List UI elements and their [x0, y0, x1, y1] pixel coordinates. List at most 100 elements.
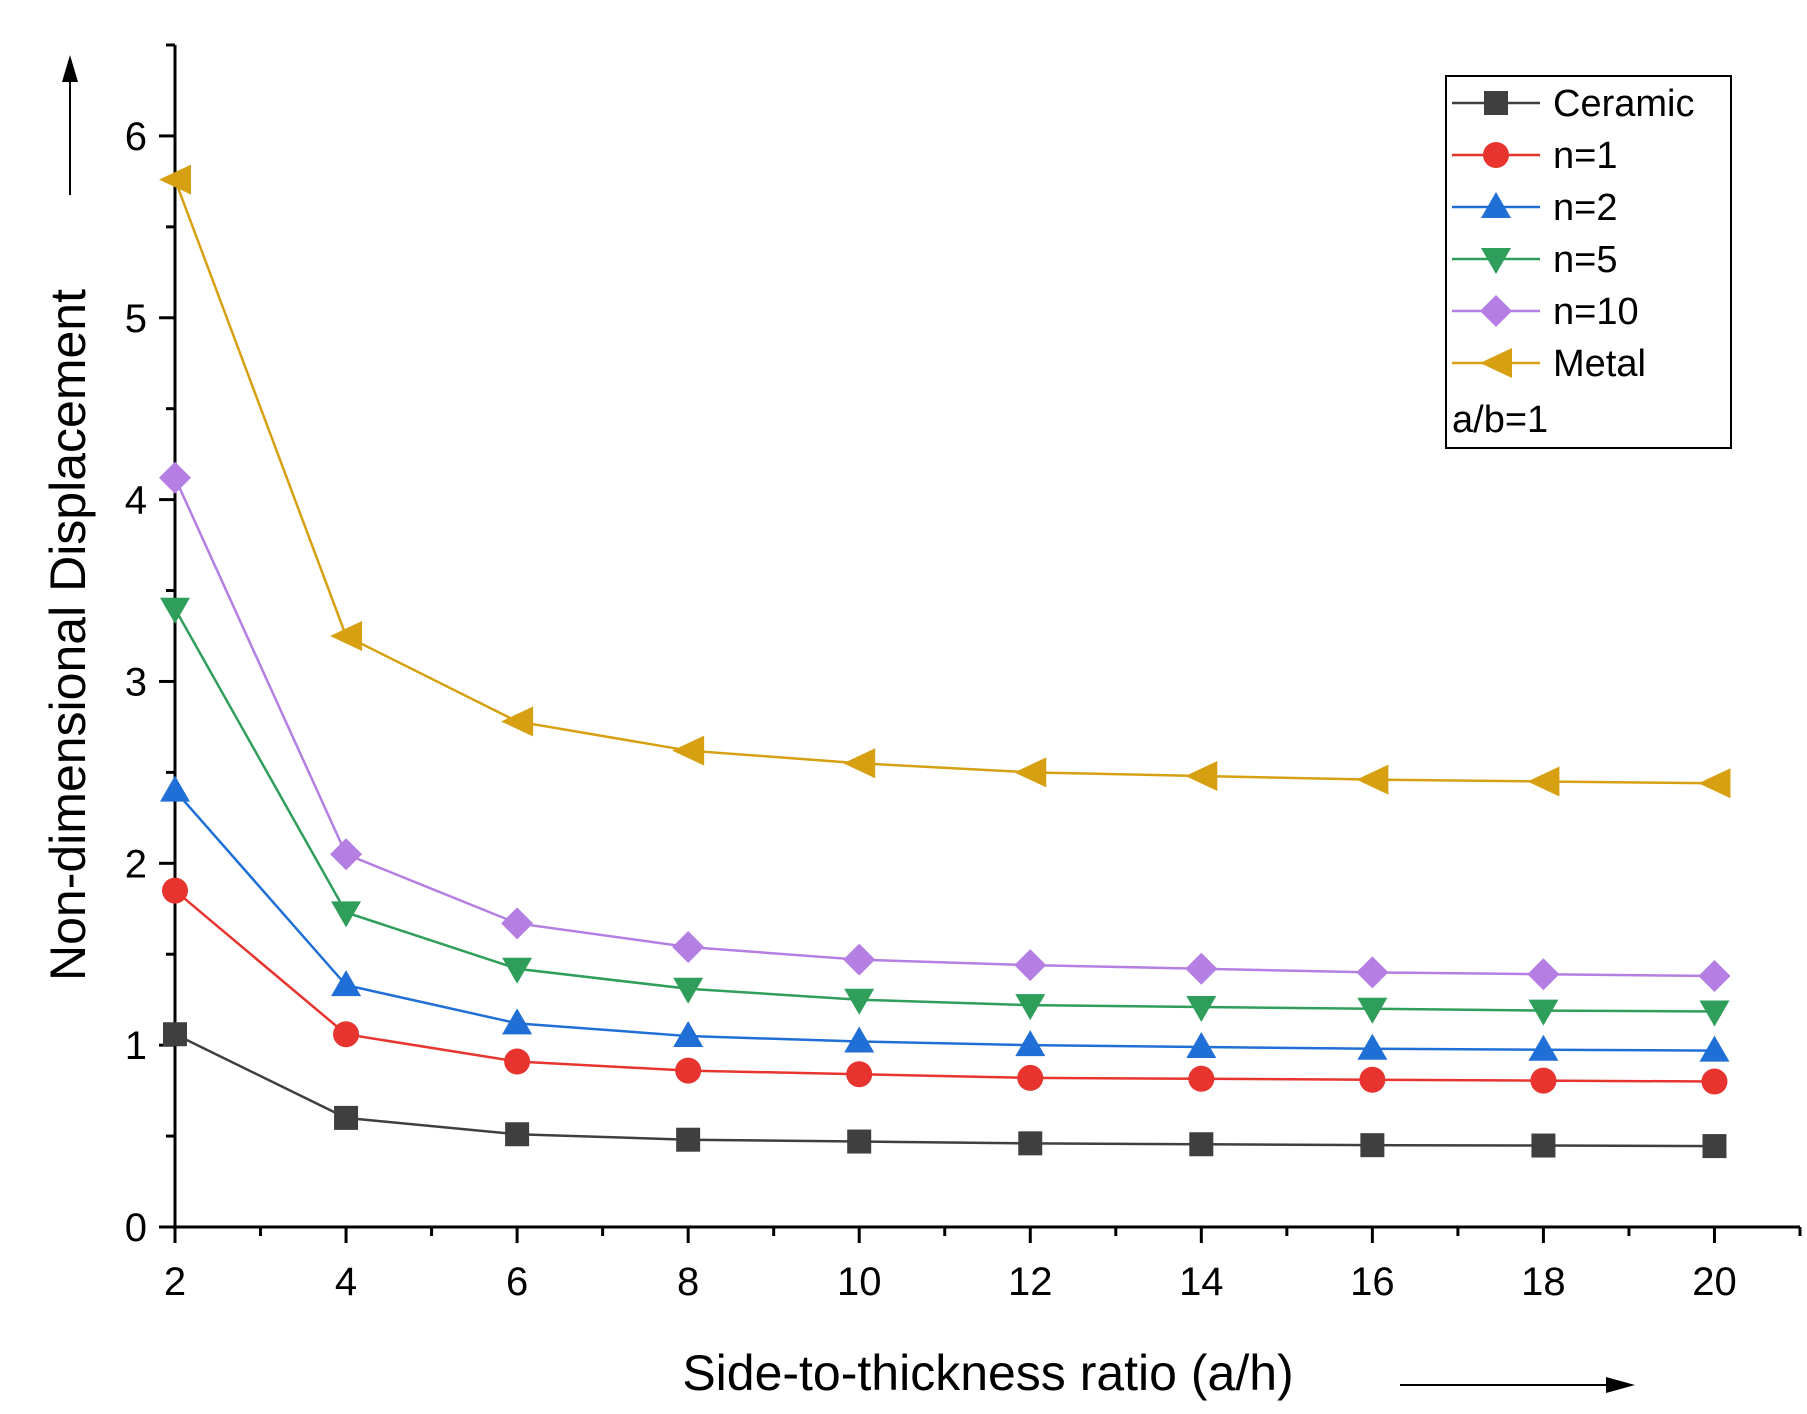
data-point [1527, 958, 1560, 991]
legend-item: n=5 [1452, 239, 1617, 281]
x-tick-label: 6 [506, 1260, 528, 1304]
data-point [1017, 1064, 1044, 1091]
data-point [675, 1057, 702, 1084]
legend-marker [1480, 348, 1512, 378]
legend-note: a/b=1 [1452, 399, 1548, 441]
data-point [1357, 997, 1388, 1024]
data-point [1528, 1034, 1559, 1061]
data-point [1702, 1134, 1727, 1159]
data-point [1360, 1133, 1385, 1158]
x-axis-title: Side-to-thickness ratio (a/h) [682, 1345, 1293, 1401]
data-point [1186, 1031, 1217, 1058]
series-line [173, 179, 1715, 785]
legend-item: n=1 [1452, 135, 1617, 177]
data-point [1356, 956, 1389, 989]
data-point [847, 1129, 872, 1154]
legend-item: Ceramic [1452, 83, 1694, 125]
data-point [1701, 1068, 1728, 1095]
y-tick-label: 3 [125, 660, 147, 704]
data-point [163, 1022, 187, 1047]
data-point [843, 748, 876, 779]
legend-label: n=5 [1553, 239, 1617, 281]
data-point [160, 775, 190, 802]
series-line [174, 1033, 1715, 1148]
y-tick-label: 2 [125, 842, 147, 886]
data-point [673, 1021, 704, 1048]
legend-marker [1481, 248, 1511, 274]
y-tick-label: 0 [125, 1206, 147, 1250]
data-point [502, 1008, 533, 1035]
legend-marker [1480, 295, 1512, 327]
data-point [505, 1122, 530, 1147]
series-n-5 [160, 597, 1730, 1027]
data-point [1188, 1065, 1215, 1092]
series-n-2 [160, 775, 1730, 1062]
y-tick-labels: 0 1 2 3 4 5 6 [125, 115, 147, 1250]
data-point [1698, 960, 1731, 993]
data-point [672, 735, 705, 766]
data-point [333, 1021, 360, 1048]
data-point [1015, 994, 1046, 1021]
series-layer [159, 164, 1731, 1159]
legend-label: Metal [1553, 343, 1646, 385]
data-point [672, 930, 705, 963]
x-direction-arrow [1400, 1377, 1635, 1393]
y-tick-label: 5 [125, 297, 147, 341]
data-point [159, 164, 191, 195]
data-point [330, 621, 363, 651]
legend-label: Ceramic [1553, 83, 1694, 125]
data-point [501, 907, 534, 940]
series-line [174, 889, 1715, 1083]
y-tick-label: 1 [125, 1024, 147, 1068]
data-point [676, 1127, 701, 1152]
data-point [1015, 1030, 1046, 1057]
x-tick-label: 8 [677, 1260, 699, 1304]
data-point [844, 1026, 875, 1053]
legend-item: n=10 [1452, 291, 1639, 333]
data-point [1699, 1035, 1730, 1062]
data-point [1528, 999, 1559, 1026]
y-tick-label: 4 [125, 479, 147, 523]
data-point [1530, 1067, 1557, 1094]
legend-item: n=2 [1452, 187, 1617, 229]
data-point [502, 957, 533, 984]
data-point [1185, 952, 1218, 985]
data-point [504, 1048, 531, 1075]
legend-label: n=10 [1553, 291, 1639, 333]
series-metal [159, 164, 1731, 799]
x-ticks [173, 1227, 1802, 1243]
data-point [1185, 761, 1218, 792]
data-point [1357, 1033, 1388, 1060]
x-tick-label: 18 [1521, 1260, 1566, 1304]
data-point [331, 901, 362, 928]
data-point [843, 943, 876, 976]
legend-marker [1483, 142, 1509, 168]
legend-item: Metal [1452, 343, 1646, 385]
x-tick-label: 12 [1008, 1260, 1053, 1304]
data-point [162, 877, 188, 904]
data-point [846, 1061, 873, 1088]
legend-label: n=2 [1553, 187, 1617, 229]
legend-marker [1481, 192, 1511, 218]
series-line [173, 477, 1715, 978]
x-tick-label: 10 [837, 1260, 882, 1304]
x-tick-label: 4 [335, 1260, 357, 1304]
data-point [673, 977, 704, 1004]
data-point [1186, 995, 1217, 1022]
data-point [1531, 1133, 1556, 1158]
data-point [1359, 1066, 1386, 1093]
data-point [331, 970, 362, 997]
data-point [1698, 768, 1731, 799]
data-point [330, 838, 363, 871]
x-tick-label: 20 [1692, 1260, 1737, 1304]
x-tick-label: 16 [1350, 1260, 1395, 1304]
y-axis-title: Non-dimensional Displacement [40, 289, 96, 981]
legend: Ceramic n=1 n=2 n=5 n=10 Metal a/b=1 [1445, 75, 1732, 449]
data-point [1699, 1000, 1730, 1027]
legend-marker [1484, 91, 1508, 115]
data-point [1189, 1132, 1214, 1157]
data-point [160, 597, 190, 624]
series-n-1 [162, 877, 1728, 1095]
y-tick-label: 6 [125, 115, 147, 159]
